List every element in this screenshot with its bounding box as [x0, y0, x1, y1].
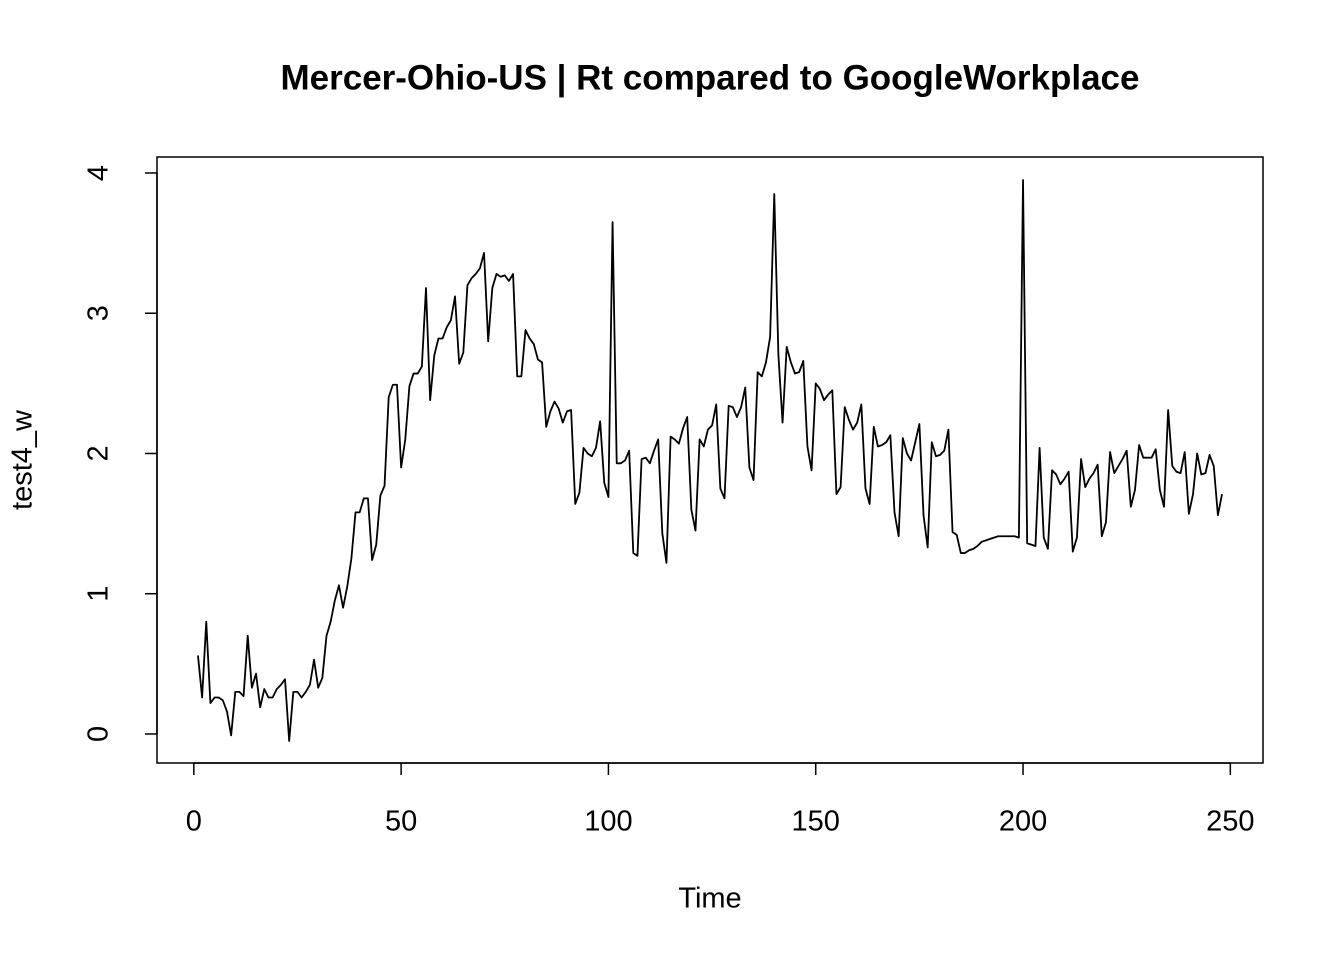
- x-tick-label: 150: [792, 806, 840, 838]
- y-tick-label: 1: [83, 586, 115, 602]
- y-tick-label: 0: [83, 726, 115, 742]
- y-tick-label: 4: [83, 165, 115, 181]
- data-line: [197, 179, 1223, 742]
- x-tick-label: 50: [385, 806, 417, 838]
- x-tick-label: 0: [186, 806, 202, 838]
- y-axis-label: test4_w: [7, 409, 39, 510]
- y-tick-label: 3: [83, 305, 115, 321]
- x-tick-label: 250: [1206, 806, 1254, 838]
- x-tick-label: 200: [999, 806, 1047, 838]
- chart-title: Mercer-Ohio-US | Rt compared to GoogleWo…: [280, 58, 1139, 97]
- y-tick-label: 2: [83, 445, 115, 461]
- x-tick-label: 100: [584, 806, 632, 838]
- x-axis-label: Time: [678, 883, 741, 915]
